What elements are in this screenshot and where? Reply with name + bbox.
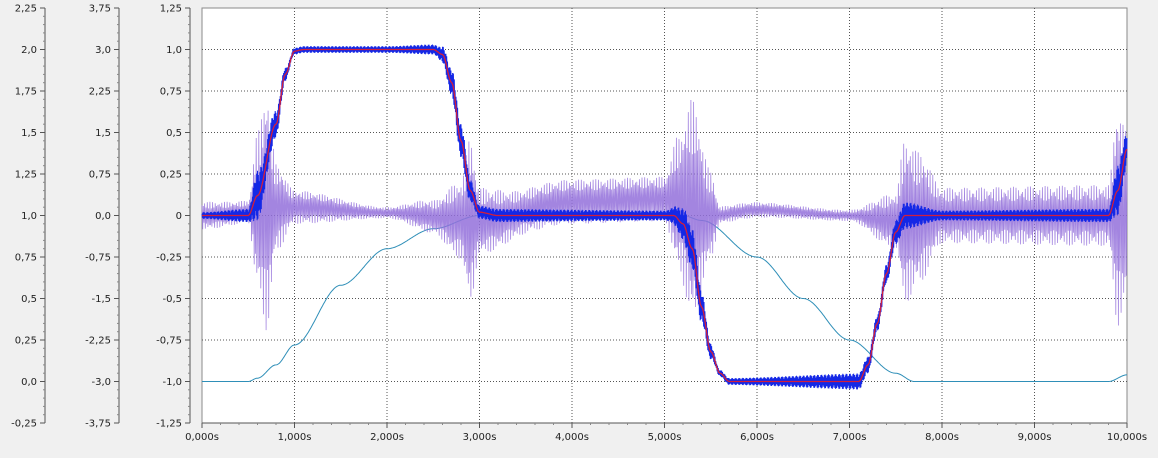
x-tick-label: 3,000s: [463, 432, 497, 443]
y-tick-label: -1,0: [162, 377, 182, 388]
y-tick-label: 0,75: [89, 170, 111, 181]
x-tick-label: 8,000s: [925, 432, 959, 443]
y-tick-label: 0,5: [21, 294, 37, 305]
y-tick-label: -0,75: [85, 253, 111, 264]
y-tick-label: 0,0: [21, 377, 37, 388]
y-tick-label: 2,25: [15, 4, 37, 15]
x-tick-label: 6,000s: [740, 432, 774, 443]
x-tick-label: 1,000s: [278, 432, 312, 443]
y-tick-label: -2,25: [85, 336, 111, 347]
y-tick-label: 1,5: [95, 128, 111, 139]
y-tick-label: -0,25: [156, 253, 182, 264]
x-tick-label: 2,000s: [370, 432, 404, 443]
y-tick-label: -1,5: [91, 294, 111, 305]
y-tick-label: 1,75: [15, 87, 37, 98]
x-tick-label: 10,000s: [1107, 432, 1147, 443]
y-tick-label: 0,75: [160, 87, 182, 98]
y-tick-label: 0,5: [166, 128, 182, 139]
x-tick-label: 7,000s: [833, 432, 867, 443]
y-tick-label: -0,25: [11, 419, 37, 430]
y-tick-label: -3,75: [85, 419, 111, 430]
x-tick-label: 0,000s: [185, 432, 219, 443]
y-tick-label: 0,25: [160, 170, 182, 181]
y-tick-label: 1,25: [15, 170, 37, 181]
y-tick-label: 3,0: [95, 45, 111, 56]
y-tick-label: 0,75: [15, 253, 37, 264]
y-tick-label: -0,75: [156, 336, 182, 347]
trace-red-setpoint: [202, 48, 1128, 383]
y-tick-label: 1,0: [166, 45, 182, 56]
y-tick-label: -3,0: [91, 377, 111, 388]
y-tick-label: -1,25: [156, 419, 182, 430]
y-tick-label: 1,25: [160, 4, 182, 15]
y-tick-label: 0,0: [95, 211, 111, 222]
y-tick-label: 2,25: [89, 87, 111, 98]
x-tick-label: 4,000s: [555, 432, 589, 443]
y-tick-label: 2,0: [21, 45, 37, 56]
axes: 2,25 2,0 1,75 1,5 1,25 1,0 0,75 0,5 0,25 0,0 -0,25…: [11, 4, 1147, 444]
y-tick-label: 1,5: [21, 128, 37, 139]
y-tick-label: 1,0: [21, 211, 37, 222]
y-tick-label: 0: [176, 211, 182, 222]
y-tick-label: -0,5: [162, 294, 182, 305]
y-tick-label: 3,75: [89, 4, 111, 15]
x-tick-label: 9,000s: [1018, 432, 1052, 443]
trace-blue-signal: [201, 44, 1128, 390]
x-tick-label: 5,000s: [648, 432, 682, 443]
y-tick-label: 0,25: [15, 336, 37, 347]
traces: [201, 44, 1128, 390]
